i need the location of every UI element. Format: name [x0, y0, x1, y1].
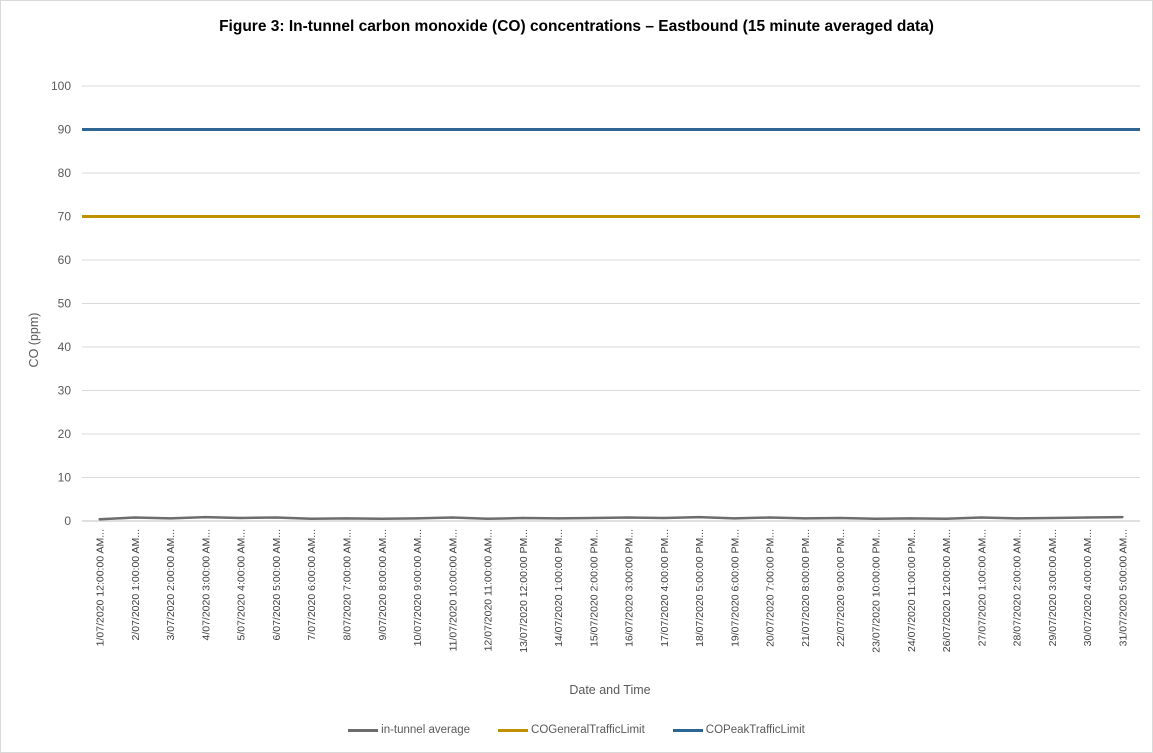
x-tick-label: 11/07/2020 10:00:00 AM...: [447, 529, 459, 651]
data-point: [521, 516, 525, 520]
x-tick-label: 20/07/2020 7:00:00 PM...: [765, 529, 777, 647]
data-point: [1015, 517, 1018, 520]
legend-item: COGeneralTrafficLimit: [498, 724, 645, 736]
data-point: [556, 517, 560, 520]
x-tick-label: 14/07/2020 1:00:00 PM...: [553, 529, 565, 647]
x-tick-label: 24/07/2020 11:00:00 PM...: [906, 529, 918, 652]
data-point: [133, 516, 137, 519]
chart-legend: in-tunnel average COGeneralTrafficLimit CO…: [0, 724, 1153, 736]
x-tick-label: 15/07/2020 2:00:00 PM...: [588, 529, 600, 647]
x-tick-label: 19/07/2020 6:00:00 PM...: [729, 529, 741, 647]
data-point: [803, 517, 807, 520]
x-tick-label: 30/07/2020 4:00:00 AM...: [1082, 529, 1094, 646]
data-point: [697, 515, 701, 519]
x-tick-label: 9/07/2020 8:00:00 AM...: [377, 529, 389, 641]
x-tick-label: 29/07/2020 3:00:00 AM...: [1047, 529, 1059, 646]
x-tick-label: 6/07/2020 5:00:00 AM...: [271, 529, 283, 641]
y-tick-label: 50: [58, 297, 72, 311]
x-tick-label: 7/07/2020 6:00:00 AM...: [306, 529, 318, 641]
data-point: [345, 517, 348, 520]
data-point: [239, 516, 242, 520]
x-tick-label: 3/07/2020 2:00:00 AM...: [165, 529, 177, 641]
x-tick-labels: 1/07/2020 12:00:00 AM... 2/07/2020 1:00:0…: [95, 529, 1130, 653]
data-point: [98, 518, 101, 521]
x-tick-label: 23/07/2020 10:00:00 PM...: [871, 529, 883, 653]
data-point: [733, 517, 736, 520]
y-tick-label: 20: [58, 427, 72, 441]
x-tick-label: 1/07/2020 12:00:00 AM...: [95, 529, 107, 646]
y-tick-label: 40: [58, 340, 72, 354]
data-point: [415, 517, 419, 520]
x-tick-label: 26/07/2020 12:00:00 AM...: [941, 529, 953, 652]
y-tick-labels: 0 10 20 30 40 50 60 70 80 90 100: [51, 79, 71, 528]
data-point: [627, 516, 630, 519]
y-tick-label: 30: [58, 384, 72, 398]
x-tick-label: 5/07/2020 4:00:00 AM...: [236, 529, 248, 641]
x-tick-label: 10/07/2020 9:00:00 AM...: [412, 529, 424, 646]
x-tick-label: 31/07/2020 5:00:00 AM...: [1117, 529, 1129, 646]
data-point: [944, 517, 948, 521]
y-tick-label: 80: [58, 166, 72, 180]
y-tick-label: 60: [58, 253, 72, 267]
x-axis-title: Date and Time: [569, 683, 650, 697]
x-tick-label: 4/07/2020 3:00:00 AM...: [200, 529, 212, 641]
y-tick-label: 70: [58, 210, 72, 224]
series-line-in-tunnel-average: [99, 515, 1123, 521]
x-tick-label: 2/07/2020 1:00:00 AM...: [130, 529, 142, 641]
data-point: [204, 515, 207, 519]
x-tick-label: 8/07/2020 7:00:00 AM...: [342, 529, 354, 641]
data-point: [1050, 516, 1054, 520]
x-tick-label: 16/07/2020 3:00:00 PM...: [624, 529, 636, 647]
legend-label: COPeakTrafficLimit: [705, 724, 805, 736]
data-point: [274, 516, 278, 519]
legend-swatch: [348, 728, 379, 732]
y-axis-title: CO (ppm): [27, 313, 41, 368]
x-tick-label: 27/07/2020 1:00:00 AM...: [976, 529, 988, 646]
series-lines: [82, 128, 1140, 521]
data-point: [1121, 515, 1124, 519]
legend-swatch: [672, 728, 703, 732]
data-point: [1085, 516, 1089, 519]
data-point: [768, 516, 771, 519]
x-tick-label: 21/07/2020 8:00:00 PM...: [800, 529, 812, 647]
legend-label: in-tunnel average: [381, 724, 471, 736]
data-point: [662, 516, 666, 520]
data-point: [909, 517, 912, 520]
y-tick-label: 100: [51, 79, 71, 93]
data-point: [874, 517, 877, 521]
data-point: [486, 517, 489, 521]
y-tick-label: 0: [64, 514, 71, 528]
data-point: [168, 517, 172, 520]
data-point: [380, 517, 383, 521]
x-tick-label: 22/07/2020 9:00:00 PM...: [835, 529, 847, 647]
x-tick-label: 28/07/2020 2:00:00 AM...: [1012, 529, 1024, 646]
grid-lines: [82, 85, 1140, 522]
legend-swatch: [498, 728, 529, 732]
data-point: [451, 516, 454, 519]
legend-item: COPeakTrafficLimit: [672, 724, 805, 736]
legend-item: in-tunnel average: [348, 724, 470, 736]
data-point: [839, 516, 842, 520]
y-tick-label: 90: [58, 123, 72, 137]
legend-label: COGeneralTrafficLimit: [531, 724, 645, 736]
data-point: [310, 517, 313, 521]
x-tick-label: 12/07/2020 11:00:00 AM...: [483, 529, 495, 651]
data-point: [980, 516, 983, 519]
chart-title: Figure 3: In-tunnel carbon monoxide (CO)…: [219, 18, 934, 35]
x-tick-label: 18/07/2020 5:00:00 PM...: [694, 529, 706, 647]
data-point: [592, 516, 595, 520]
x-tick-label: 17/07/2020 4:00:00 PM...: [659, 529, 671, 647]
y-tick-label: 10: [58, 471, 72, 485]
x-tick-label: 13/07/2020 12:00:00 PM...: [518, 529, 530, 653]
